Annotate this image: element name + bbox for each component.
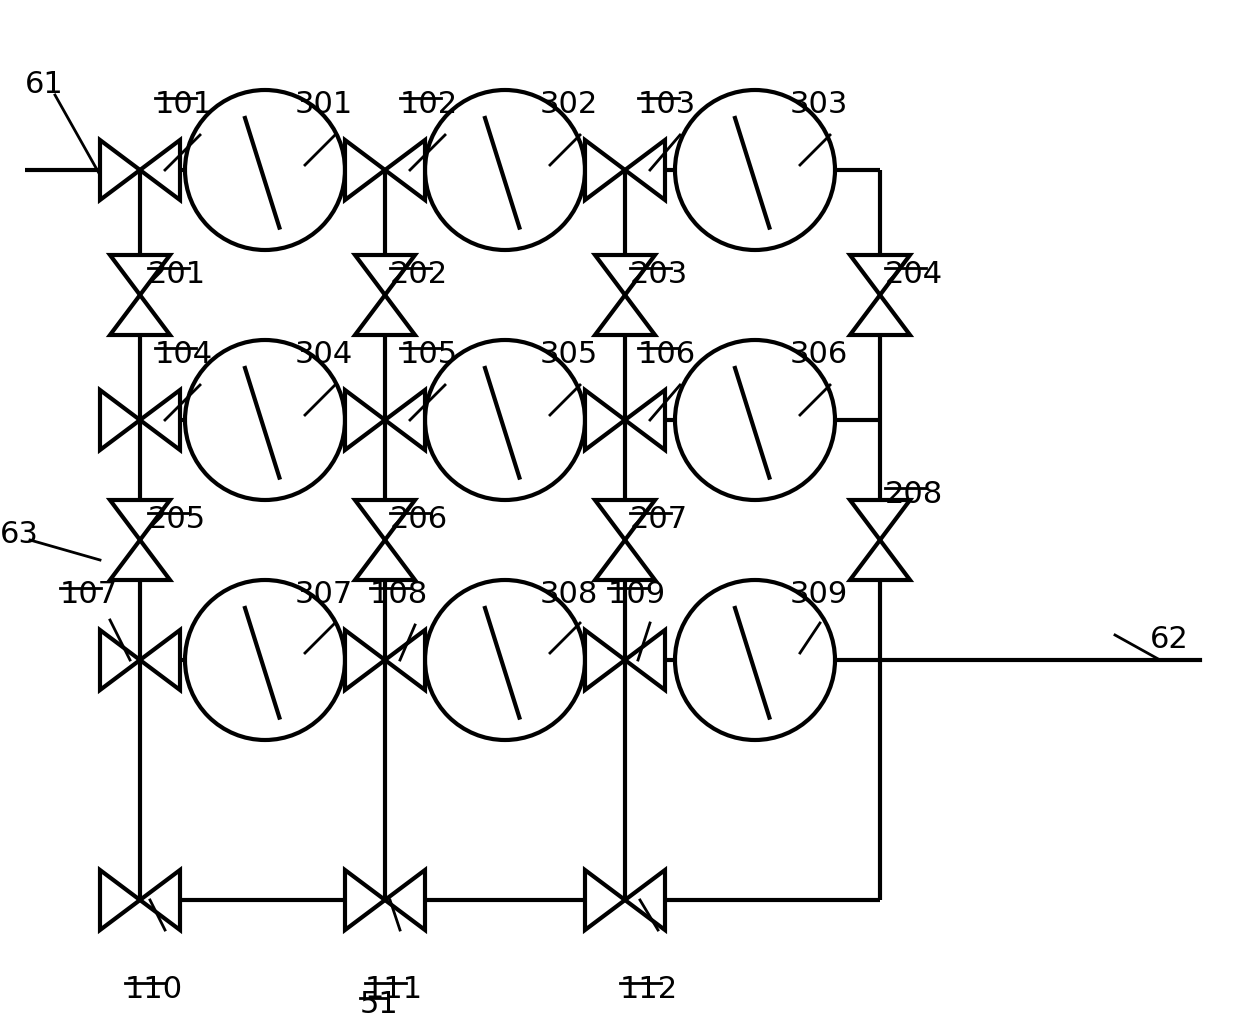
Polygon shape <box>384 390 425 450</box>
Polygon shape <box>110 500 170 540</box>
Circle shape <box>185 340 345 500</box>
Text: 62: 62 <box>1149 625 1189 654</box>
Polygon shape <box>345 870 384 930</box>
Text: 205: 205 <box>148 505 206 534</box>
Text: 207: 207 <box>630 505 688 534</box>
Circle shape <box>185 90 345 250</box>
Text: 301: 301 <box>295 90 353 119</box>
Polygon shape <box>585 140 625 200</box>
Polygon shape <box>384 140 425 200</box>
Text: 203: 203 <box>630 260 688 289</box>
Text: 304: 304 <box>295 340 353 369</box>
Circle shape <box>425 340 585 500</box>
Polygon shape <box>100 630 140 690</box>
Polygon shape <box>140 630 180 690</box>
Polygon shape <box>110 295 170 335</box>
Text: 101: 101 <box>155 90 213 119</box>
Text: 204: 204 <box>885 260 944 289</box>
Text: 110: 110 <box>125 975 184 1004</box>
Polygon shape <box>849 295 910 335</box>
Polygon shape <box>345 390 384 450</box>
Polygon shape <box>140 870 180 930</box>
Polygon shape <box>384 630 425 690</box>
Text: 302: 302 <box>539 90 598 119</box>
Text: 108: 108 <box>370 580 428 609</box>
Text: 208: 208 <box>885 480 944 509</box>
Text: 309: 309 <box>790 580 848 609</box>
Circle shape <box>425 90 585 250</box>
Text: 63: 63 <box>0 520 38 549</box>
Text: 102: 102 <box>401 90 458 119</box>
Polygon shape <box>355 540 415 580</box>
Polygon shape <box>110 255 170 295</box>
Polygon shape <box>849 540 910 580</box>
Polygon shape <box>140 390 180 450</box>
Polygon shape <box>625 390 665 450</box>
Text: 51: 51 <box>360 990 399 1019</box>
Circle shape <box>185 580 345 740</box>
Polygon shape <box>100 390 140 450</box>
Polygon shape <box>100 870 140 930</box>
Text: 61: 61 <box>25 70 63 99</box>
Circle shape <box>675 340 835 500</box>
Text: 303: 303 <box>790 90 848 119</box>
Text: 206: 206 <box>391 505 448 534</box>
Polygon shape <box>849 255 910 295</box>
Polygon shape <box>355 255 415 295</box>
Text: 109: 109 <box>608 580 666 609</box>
Polygon shape <box>585 630 625 690</box>
Polygon shape <box>384 870 425 930</box>
Polygon shape <box>345 140 384 200</box>
Text: 111: 111 <box>365 975 423 1004</box>
Text: 112: 112 <box>620 975 678 1004</box>
Polygon shape <box>595 255 655 295</box>
Polygon shape <box>595 500 655 540</box>
Polygon shape <box>585 870 625 930</box>
Text: 106: 106 <box>639 340 696 369</box>
Polygon shape <box>595 295 655 335</box>
Polygon shape <box>625 870 665 930</box>
Polygon shape <box>345 630 384 690</box>
Text: 105: 105 <box>401 340 458 369</box>
Polygon shape <box>355 500 415 540</box>
Polygon shape <box>355 295 415 335</box>
Polygon shape <box>625 630 665 690</box>
Polygon shape <box>625 140 665 200</box>
Text: 306: 306 <box>790 340 848 369</box>
Polygon shape <box>140 140 180 200</box>
Circle shape <box>675 90 835 250</box>
Circle shape <box>675 580 835 740</box>
Text: 201: 201 <box>148 260 206 289</box>
Text: 107: 107 <box>60 580 118 609</box>
Text: 202: 202 <box>391 260 448 289</box>
Text: 104: 104 <box>155 340 213 369</box>
Polygon shape <box>595 540 655 580</box>
Circle shape <box>425 580 585 740</box>
Polygon shape <box>100 140 140 200</box>
Text: 308: 308 <box>539 580 599 609</box>
Text: 307: 307 <box>295 580 353 609</box>
Text: 103: 103 <box>639 90 696 119</box>
Polygon shape <box>110 540 170 580</box>
Text: 305: 305 <box>539 340 598 369</box>
Polygon shape <box>849 500 910 540</box>
Polygon shape <box>585 390 625 450</box>
